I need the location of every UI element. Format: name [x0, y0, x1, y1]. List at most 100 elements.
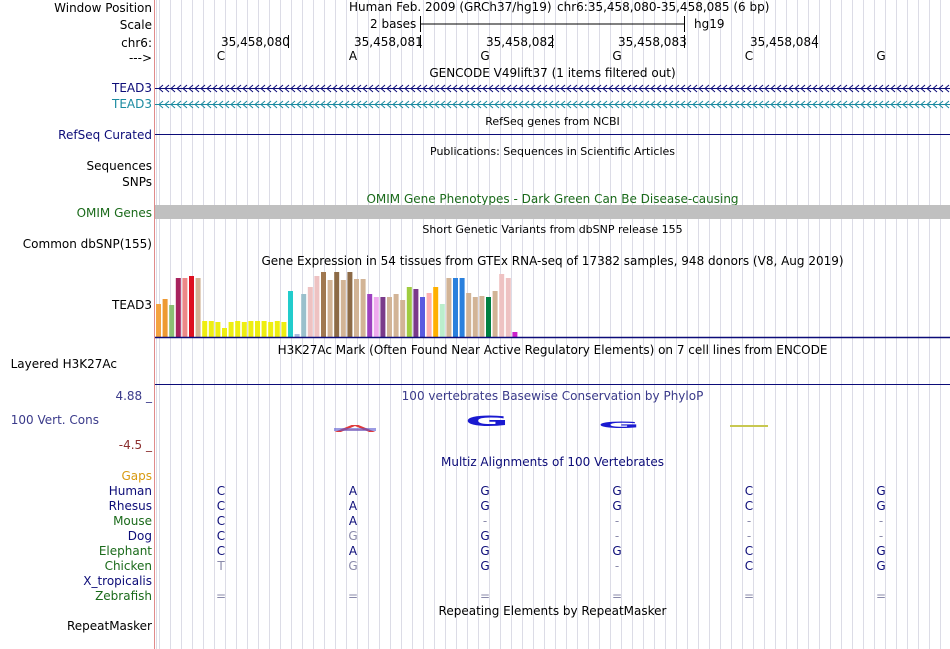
gtex-tissue-bar[interactable]	[459, 278, 465, 337]
refseq-line[interactable]	[155, 134, 950, 135]
gtex-tissue-bar[interactable]	[466, 293, 472, 337]
gtex-tissue-bar[interactable]	[360, 279, 366, 337]
gtex-tissue-bar[interactable]	[228, 322, 234, 337]
alignment-base: C	[216, 499, 226, 513]
gtex-tissue-bar[interactable]	[512, 332, 518, 337]
gtex-tissue-bar[interactable]	[307, 287, 313, 337]
gtex-tissue-bar[interactable]	[274, 321, 280, 337]
gtex-tissue-bar[interactable]	[400, 300, 406, 337]
strand-arrow	[938, 84, 944, 93]
strand-arrow	[302, 84, 308, 93]
phylop-title[interactable]: 100 vertebrates Basewise Conservation by…	[401, 389, 704, 403]
gtex-tissue-bar[interactable]	[175, 278, 181, 337]
species-label[interactable]: Rhesus	[108, 499, 152, 513]
gtex-tissue-bar[interactable]	[340, 280, 346, 337]
refseq-label[interactable]: RefSeq Curated	[58, 128, 152, 142]
gencode-transcripts[interactable]	[155, 80, 950, 110]
h3k27ac-title[interactable]: H3K27Ac Mark (Often Found Near Active Re…	[277, 343, 828, 357]
reference-base: C	[216, 49, 226, 63]
gtex-tissue-bar[interactable]	[182, 278, 188, 337]
gtex-tissue-bar[interactable]	[479, 296, 485, 337]
gtex-tissue-bar[interactable]	[486, 297, 491, 337]
gtex-tissue-bar[interactable]	[492, 291, 498, 337]
gtex-title[interactable]: Gene Expression in 54 tissues from GTEx …	[261, 254, 844, 268]
species-label[interactable]: Human	[108, 484, 152, 498]
refseq-title[interactable]: RefSeq genes from NCBI	[485, 115, 620, 128]
gtex-tissue-bar[interactable]	[202, 321, 208, 337]
gtex-tissue-bar[interactable]	[505, 278, 511, 337]
gtex-tissue-bar[interactable]	[413, 289, 419, 337]
dbsnp-title[interactable]: Short Genetic Variants from dbSNP releas…	[422, 223, 683, 236]
species-label[interactable]: X_tropicalis	[83, 574, 152, 588]
gtex-tissue-bar[interactable]	[294, 334, 300, 337]
dbsnp-label[interactable]: Common dbSNP(155)	[22, 237, 152, 251]
gtex-tissue-bar[interactable]	[406, 287, 412, 337]
repeatmasker-title[interactable]: Repeating Elements by RepeatMasker	[438, 604, 667, 618]
gtex-tissue-bar[interactable]	[367, 294, 373, 337]
gtex-tissue-bar[interactable]	[156, 304, 161, 337]
gtex-tissue-bar[interactable]	[327, 280, 333, 337]
species-label[interactable]: Zebrafish	[95, 589, 152, 603]
publications-label[interactable]: Sequences	[86, 159, 152, 173]
gtex-tissue-bar[interactable]	[195, 278, 201, 337]
strand-arrow	[866, 100, 872, 109]
omim-label[interactable]: OMIM Genes	[76, 206, 152, 220]
gtex-tissue-bar[interactable]	[215, 322, 221, 337]
gtex-tissue-bar[interactable]	[222, 328, 227, 337]
multiz-title[interactable]: Multiz Alignments of 100 Vertebrates	[440, 455, 665, 469]
gtex-tissue-bar[interactable]	[288, 291, 293, 337]
gtex-tissue-bar[interactable]	[314, 276, 320, 337]
gtex-tissue-bar[interactable]	[169, 305, 175, 337]
gtex-tissue-bar[interactable]	[268, 322, 274, 337]
gaps-label[interactable]: Gaps	[121, 469, 152, 483]
window-position[interactable]: chr6:35,458,080-35,458,085 (6 bp)	[557, 0, 770, 14]
gtex-tissue-bar[interactable]	[162, 299, 168, 337]
repeatmasker-label[interactable]: RepeatMasker	[66, 619, 152, 633]
gtex-tissue-bar[interactable]	[439, 304, 445, 337]
gtex-tissue-bar[interactable]	[255, 321, 260, 337]
gtex-tissue-bar[interactable]	[241, 322, 247, 337]
gtex-tissue-bar[interactable]	[393, 294, 399, 337]
gtex-bar-chart[interactable]	[155, 268, 950, 340]
gencode-title[interactable]: GENCODE V49lift37 (1 items filtered out)	[429, 66, 676, 80]
omim-title[interactable]: OMIM Gene Phenotypes - Dark Green Can Be…	[366, 192, 739, 206]
gtex-tissue-bar[interactable]	[235, 321, 241, 337]
gtex-tissue-bar[interactable]	[433, 287, 439, 337]
gtex-tissue-bar[interactable]	[426, 293, 432, 337]
omim-feature[interactable]	[155, 205, 950, 219]
publications-title[interactable]: Publications: Sequences in Scientific Ar…	[430, 145, 675, 158]
gtex-tissue-bar[interactable]	[261, 321, 267, 337]
strand-arrow	[158, 84, 164, 93]
gtex-tissue-bar[interactable]	[208, 321, 214, 337]
gtex-tissue-bar[interactable]	[334, 272, 340, 337]
gencode-label-2[interactable]: TEAD3	[112, 97, 152, 111]
species-label[interactable]: Chicken	[104, 559, 152, 573]
strand-arrow	[728, 100, 734, 109]
gtex-tissue-bar[interactable]	[321, 272, 326, 337]
gencode-label-1[interactable]: TEAD3	[112, 81, 152, 95]
gtex-tissue-bar[interactable]	[281, 322, 287, 337]
gtex-tissue-bar[interactable]	[301, 294, 307, 337]
gtex-tissue-bar[interactable]	[354, 279, 359, 337]
strand-arrow	[794, 84, 800, 93]
species-label[interactable]: Dog	[127, 529, 152, 543]
gtex-label[interactable]: TEAD3	[112, 298, 152, 312]
gtex-tissue-bar[interactable]	[446, 278, 452, 337]
gtex-tissue-bar[interactable]	[248, 321, 254, 337]
gtex-tissue-bar[interactable]	[347, 272, 353, 337]
gtex-tissue-bar[interactable]	[380, 297, 386, 337]
phylop-label[interactable]: 100 Vert. Cons	[10, 413, 99, 427]
species-label[interactable]: Mouse	[113, 514, 152, 528]
gtex-tissue-bar[interactable]	[189, 276, 194, 337]
species-label[interactable]: Elephant	[98, 544, 152, 558]
strand-arrow	[920, 84, 926, 93]
gtex-tissue-bar[interactable]	[373, 297, 379, 337]
gtex-tissue-bar[interactable]	[387, 297, 392, 337]
gtex-tissue-bar[interactable]	[420, 297, 425, 337]
snps-label[interactable]: SNPs	[122, 175, 152, 189]
gtex-tissue-bar[interactable]	[499, 274, 505, 337]
h3k27ac-label[interactable]: Layered H3K27Ac	[10, 357, 117, 371]
gtex-tissue-bar[interactable]	[453, 278, 458, 337]
gtex-tissue-bar[interactable]	[472, 297, 478, 337]
